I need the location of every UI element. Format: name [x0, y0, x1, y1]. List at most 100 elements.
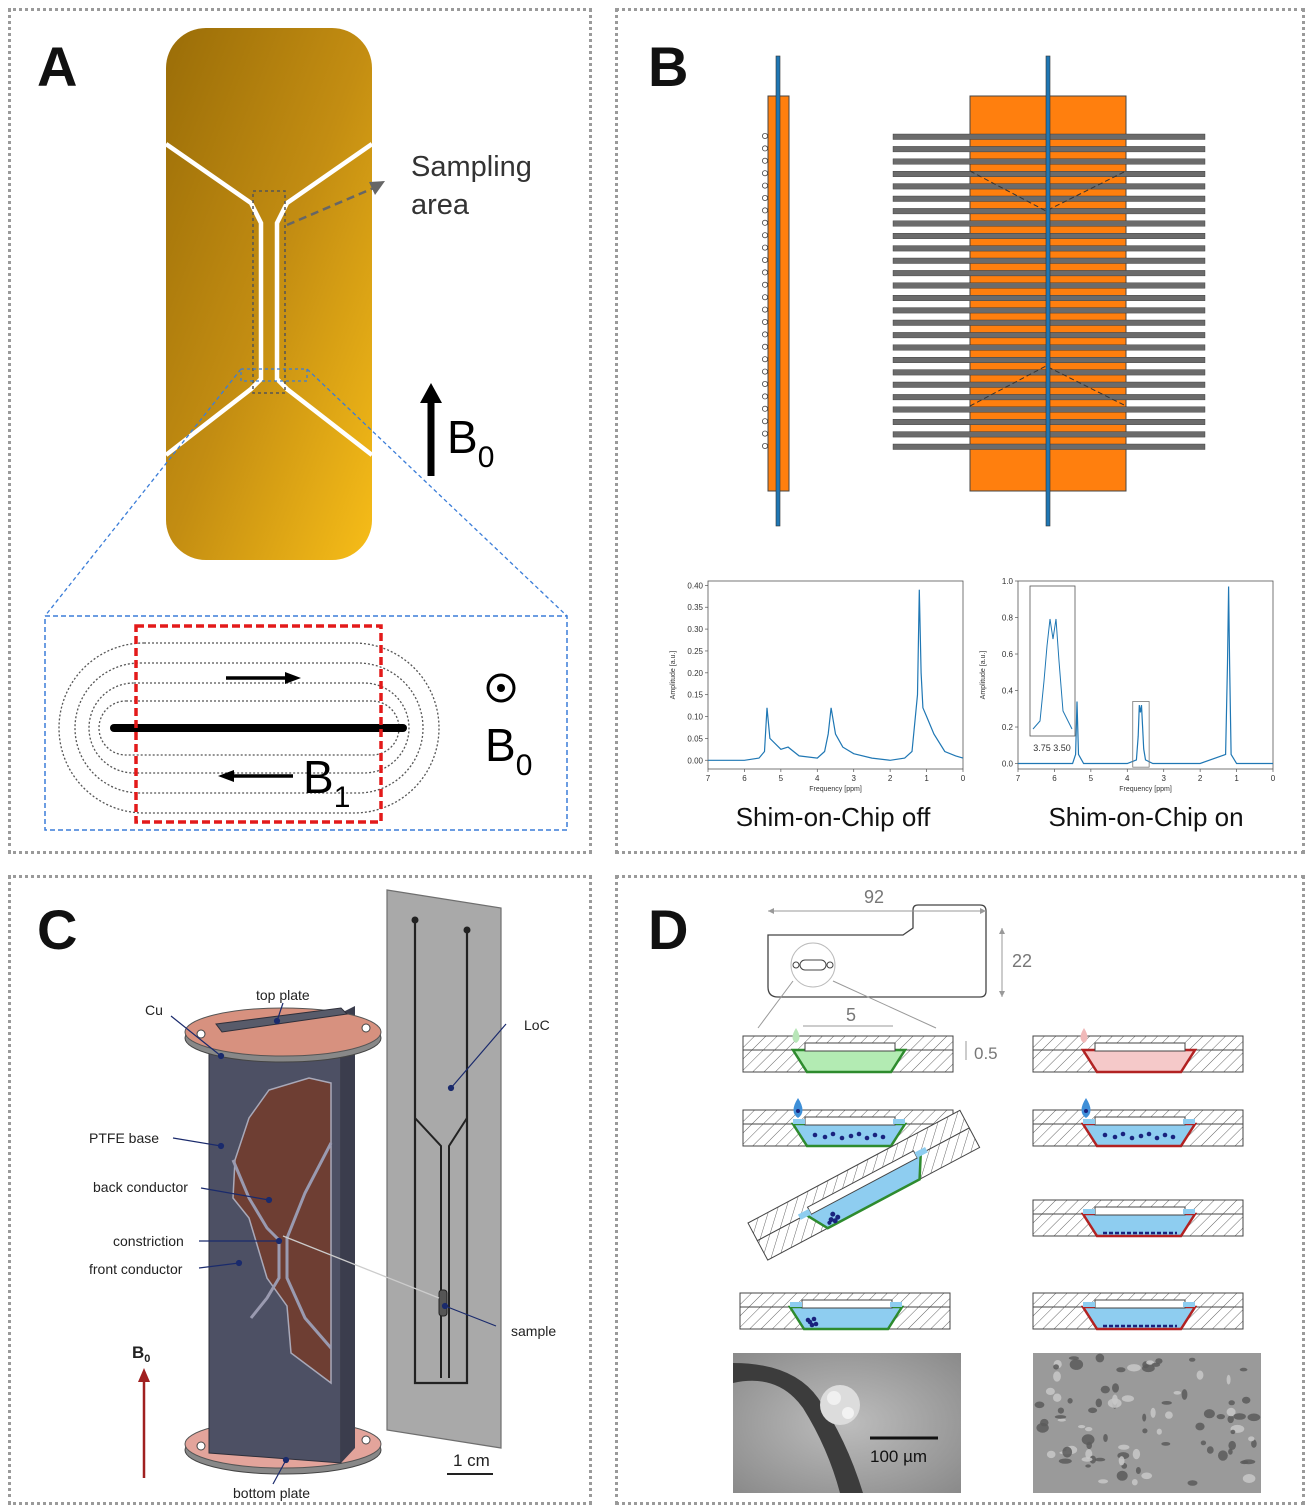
panel-c: C: [8, 875, 592, 1505]
culture-diagram-d: 92 22 5 0.5: [733, 887, 1261, 1493]
side-coil-dot: [761, 207, 768, 214]
label-texts: top plate Cu PTFE base back conductor co…: [89, 987, 556, 1501]
back-conductor: [232, 1077, 332, 1385]
side-coil-dot: [761, 269, 768, 276]
cell: [1127, 1364, 1141, 1372]
cell: [1165, 1411, 1173, 1419]
cell: [1088, 1407, 1098, 1414]
zoom-line-right: [306, 368, 568, 617]
label-cu: Cu: [145, 1002, 163, 1018]
cell: [1034, 1401, 1045, 1409]
y-axis-label: Amplitude [a.u.]: [670, 651, 677, 700]
cell: [1116, 1470, 1128, 1481]
side-coil-dot: [761, 157, 768, 164]
cell: [1161, 1401, 1172, 1405]
zoom-source-box: [240, 368, 308, 382]
cell: [1239, 1367, 1248, 1372]
loc-sample: [438, 1289, 448, 1317]
cell-drop-icon-left: [793, 1098, 803, 1118]
dim-depth: 0.5: [974, 1044, 998, 1063]
dim-width-arrow-bottom: [999, 991, 1005, 997]
panel-a: A Sampling area B0: [8, 8, 592, 854]
spectrum-line: [1018, 586, 1273, 765]
cell: [1081, 1434, 1095, 1445]
gold-chip: [166, 28, 372, 560]
cell-drop-dot-left: [796, 1109, 800, 1113]
label-top-plate: top plate: [256, 987, 310, 1003]
side-coil-dot: [761, 405, 768, 412]
shim-diagram-b: 7 6 5 4 3 2 1 00.000.050.100.150.200.250.300.35…: [670, 55, 1276, 832]
chip-outline: [757, 904, 987, 1029]
dim-width-arrow-top: [999, 928, 1005, 934]
x-tick-label: 5: [1089, 774, 1094, 783]
dim-length: 92: [864, 887, 884, 907]
cell: [1081, 1457, 1093, 1462]
sampling-pointer-line: [286, 185, 377, 227]
section-left-1: [742, 1035, 954, 1074]
sampling-area-box: [252, 190, 286, 394]
x-tick-label: 4: [1125, 774, 1130, 783]
b0-dot-label: B0: [485, 719, 532, 782]
y-tick-label: 0.10: [687, 713, 703, 722]
cell-dots: [1034, 1353, 1261, 1486]
y-tick-label: 0.8: [1002, 614, 1014, 623]
bottom-plate-hole-right: [361, 1435, 371, 1445]
x-tick-label: 6: [742, 774, 747, 783]
side-coil-dot: [761, 294, 768, 301]
loc-channel-outer: [413, 920, 469, 1385]
x-tick-label: 5: [779, 774, 784, 783]
cell: [1200, 1440, 1207, 1446]
top-plate: [184, 1007, 382, 1057]
cell: [1118, 1456, 1125, 1466]
cell: [1053, 1393, 1062, 1402]
y-tick-label: 0.0: [1002, 760, 1014, 769]
dim-length-arrow-right: [980, 908, 986, 914]
cell: [1094, 1457, 1106, 1462]
spectrum-line: [708, 589, 964, 761]
cell: [1189, 1357, 1196, 1362]
cell: [1151, 1362, 1161, 1367]
side-coil-dot: [761, 356, 768, 363]
zoom-inset: [44, 615, 568, 831]
side-coil-dot: [761, 343, 768, 350]
cell: [1116, 1367, 1126, 1373]
x-tick-label: 1: [1234, 774, 1239, 783]
cell: [1100, 1385, 1110, 1394]
cell: [1248, 1436, 1255, 1442]
cell: [1155, 1358, 1163, 1364]
label-loc: LoC: [524, 1017, 550, 1033]
cell: [1226, 1407, 1236, 1417]
bottom-plate-hole-left: [196, 1441, 206, 1451]
cell: [1058, 1458, 1072, 1464]
section-right-2: [1032, 1109, 1244, 1148]
side-coil-dot: [761, 244, 768, 251]
cell: [1142, 1428, 1148, 1434]
side-coil-dot: [761, 306, 768, 313]
cell: [1095, 1398, 1102, 1408]
b0-arrow-head-c: [138, 1368, 150, 1382]
dim-channel: 5: [846, 1005, 856, 1025]
panel-b-letter: B: [648, 35, 689, 98]
top-plate-hole-left: [196, 1029, 206, 1039]
y-tick-label: 0.00: [687, 756, 703, 765]
cell: [1181, 1389, 1188, 1400]
cell: [1045, 1387, 1055, 1395]
label-constriction: constriction: [113, 1233, 184, 1249]
x-tick-label: 4: [815, 774, 820, 783]
y-tick-label: 0.20: [687, 669, 703, 678]
cell: [1251, 1439, 1257, 1448]
cu-bar: [215, 1007, 349, 1033]
cell: [1156, 1428, 1162, 1435]
cell: [1057, 1418, 1066, 1422]
dim-length-arrow-left: [768, 908, 774, 914]
label-sample: sample: [511, 1323, 556, 1339]
side-coil-dot: [761, 182, 768, 189]
side-coil-dot: [761, 170, 768, 177]
cell: [1132, 1448, 1141, 1460]
ptfe-base-side: [341, 1006, 355, 1463]
x-tick-label: 2: [888, 774, 893, 783]
inset-spectrum-line: [1032, 618, 1073, 730]
sampling-label-1: Sampling: [411, 151, 532, 183]
cell: [1228, 1400, 1235, 1406]
cross-sections: [739, 1035, 1244, 1331]
